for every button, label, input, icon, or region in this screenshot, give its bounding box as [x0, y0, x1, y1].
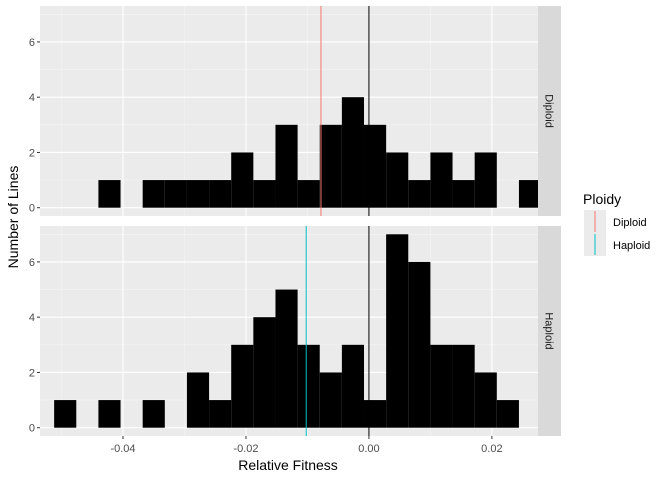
histogram-bar: [209, 180, 232, 208]
y-tick-label: 0: [29, 423, 35, 435]
histogram-bar: [231, 344, 254, 428]
histogram-bar: [186, 372, 210, 428]
histogram-bar: [142, 180, 165, 208]
histogram-bar: [297, 344, 320, 428]
histogram-bar: [364, 400, 387, 428]
histogram-bar: [452, 180, 475, 208]
histogram-bar: [452, 344, 475, 428]
legend-label: Diploid: [613, 217, 647, 229]
x-axis-title: Relative Fitness: [238, 457, 338, 473]
histogram-bar: [518, 180, 542, 208]
legend-title: Ploidy: [583, 191, 621, 207]
histogram-bar: [319, 372, 342, 428]
histogram-bar: [297, 180, 320, 208]
histogram-bar: [496, 400, 519, 428]
histogram-bar: [474, 152, 497, 208]
x-tick-label: 0.00: [358, 443, 379, 455]
histogram-bar: [341, 344, 365, 428]
histogram-bar: [341, 97, 365, 208]
y-tick-label: 6: [29, 37, 35, 49]
facet-strip: [538, 6, 561, 216]
legend: Ploidy Diploid Haploid: [583, 191, 650, 256]
histogram-bar: [386, 234, 409, 428]
histogram-bar: [231, 152, 254, 208]
y-tick-label: 4: [29, 92, 35, 104]
histogram-bar: [430, 344, 453, 428]
histogram-bar: [319, 124, 342, 208]
histogram-bar: [275, 289, 298, 428]
x-tick-label: -0.02: [233, 443, 258, 455]
histogram-bar: [474, 372, 497, 428]
histogram-bar: [275, 124, 298, 208]
panel-diploid: Diploid: [40, 6, 561, 216]
x-tick-label: 0.02: [481, 443, 502, 455]
y-tick-label: 2: [29, 367, 35, 379]
axes-layer: 0 2 4 6 0 2 4 6 -0.04 -0.02 0.00 0.02: [29, 37, 503, 455]
legend-entry-haploid: Haploid: [584, 233, 650, 256]
facet-strip-label: Haploid: [543, 312, 555, 349]
y-tick-label: 4: [29, 312, 35, 324]
histogram-bar: [98, 400, 121, 428]
histogram-bar: [430, 152, 453, 208]
legend-entries: Diploid Haploid: [584, 210, 650, 256]
y-tick-label: 0: [29, 203, 35, 215]
x-tick-label: -0.04: [110, 443, 135, 455]
facet-strip: [538, 226, 561, 436]
histogram-bar: [253, 317, 276, 428]
histogram-bar: [186, 180, 210, 208]
histogram-bar: [408, 180, 431, 208]
y-tick-label: 6: [29, 257, 35, 269]
histogram-bar: [386, 152, 409, 208]
histogram-bar: [253, 180, 276, 208]
legend-entry-diploid: Diploid: [584, 210, 647, 233]
y-axis-title: Number of Lines: [5, 166, 21, 269]
histogram-bar: [142, 400, 165, 428]
histogram-bar: [364, 124, 387, 208]
histogram-bar: [209, 400, 232, 428]
panel-haploid: Haploid: [40, 226, 561, 436]
facet-strip-label: Diploid: [543, 94, 555, 128]
legend-label: Haploid: [613, 240, 650, 252]
histogram-bar: [408, 261, 431, 428]
histogram-bar: [54, 400, 77, 428]
y-tick-label: 2: [29, 147, 35, 159]
panels-layer: Diploid Haploid: [40, 6, 561, 436]
histogram-bar: [164, 180, 187, 208]
histogram-bar: [98, 180, 121, 208]
